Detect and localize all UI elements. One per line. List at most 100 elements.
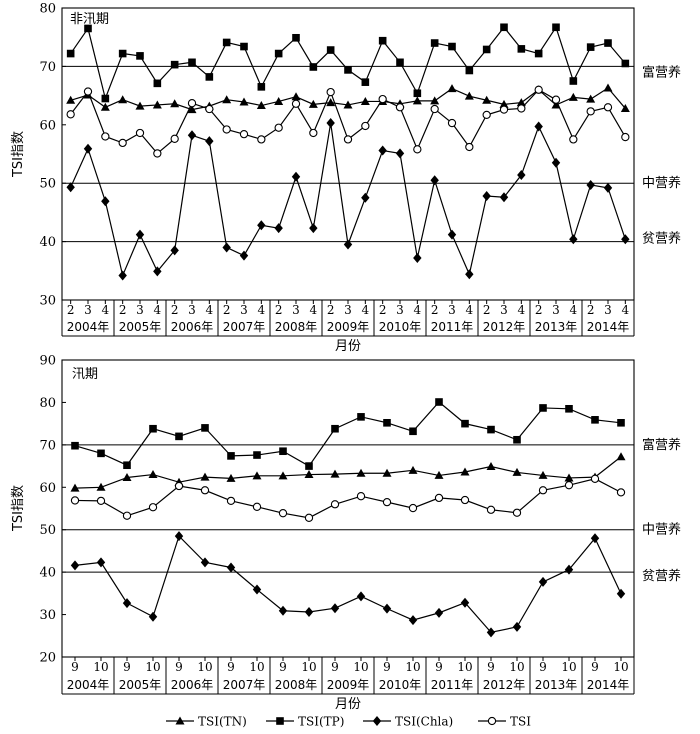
data-point [326, 87, 335, 97]
y-tick-label: 20 [39, 651, 56, 666]
data-point [378, 94, 387, 104]
data-point [291, 92, 301, 101]
data-point [326, 46, 335, 54]
year-label: 2005年 [119, 678, 162, 692]
month-label: 4 [622, 303, 630, 317]
data-point [465, 269, 474, 280]
data-point [516, 98, 526, 107]
data-point [430, 96, 440, 105]
data-point [413, 252, 422, 263]
series-line [70, 89, 626, 155]
month-label: 2 [327, 303, 335, 317]
data-point [551, 100, 561, 109]
data-point [291, 171, 301, 182]
month-label: 2 [431, 303, 439, 317]
data-point [70, 483, 80, 492]
data-point [101, 132, 110, 141]
data-point [564, 564, 574, 575]
data-point [413, 89, 422, 98]
data-point [279, 447, 287, 456]
data-point [356, 492, 366, 501]
month-label: 3 [136, 303, 144, 317]
legend-marker [372, 716, 382, 726]
chart-title: 汛期 [72, 367, 98, 382]
data-point [434, 607, 444, 618]
data-point [304, 607, 314, 618]
data-point [200, 472, 210, 481]
month-label: 9 [435, 660, 443, 674]
year-label: 2012年 [483, 678, 526, 692]
month-label: 3 [240, 303, 248, 317]
data-point [170, 60, 179, 69]
data-point [205, 104, 214, 114]
reference-label: 富营养 [642, 64, 681, 80]
data-point [309, 128, 318, 138]
month-label: 10 [197, 660, 212, 674]
data-point [447, 118, 457, 128]
data-point [395, 148, 405, 159]
data-point [135, 128, 145, 138]
month-label: 3 [552, 303, 560, 317]
data-point [187, 99, 197, 108]
data-point [482, 45, 491, 54]
data-point [83, 143, 93, 154]
month-label: 9 [123, 660, 131, 674]
y-tick-label: 70 [39, 60, 56, 75]
month-label: 4 [466, 303, 474, 317]
data-point [326, 118, 335, 129]
data-point [97, 449, 105, 458]
year-label: 2014年 [587, 678, 630, 692]
month-label: 2 [535, 303, 543, 317]
data-point [170, 134, 179, 143]
data-point [569, 135, 578, 144]
legend: TSI(TN) TSI(TP) TSI(Chla) TSI [166, 715, 531, 729]
data-point [222, 38, 231, 47]
data-point [309, 63, 318, 71]
month-label: 3 [500, 303, 508, 317]
month-label: 9 [175, 660, 183, 674]
data-point [122, 598, 132, 609]
y-tick-label: 80 [39, 396, 56, 411]
data-point [148, 503, 158, 512]
series-4 [66, 85, 630, 158]
data-point [96, 482, 106, 491]
data-point [274, 123, 283, 132]
data-point [148, 611, 158, 622]
month-label: 4 [414, 303, 422, 317]
data-point [621, 234, 630, 245]
data-point [551, 95, 561, 104]
data-point [101, 196, 110, 207]
data-point [70, 560, 80, 571]
data-point [257, 220, 266, 231]
data-point [565, 404, 573, 413]
data-point [569, 77, 578, 85]
data-point [274, 96, 284, 105]
legend-marker [276, 717, 284, 725]
year-label: 2010年 [379, 678, 422, 692]
data-point [499, 105, 509, 114]
year-label: 2007年 [223, 320, 266, 334]
year-label: 2006年 [171, 320, 214, 334]
data-point [222, 95, 232, 104]
data-point [538, 486, 548, 495]
data-point [170, 245, 179, 256]
data-point [395, 103, 405, 112]
series-1 [70, 452, 626, 492]
data-point [174, 481, 184, 491]
month-label: 4 [570, 303, 578, 317]
data-point [252, 584, 262, 595]
year-label: 2010年 [379, 320, 422, 334]
data-point [460, 495, 470, 505]
plot-frame [61, 7, 635, 301]
data-point [621, 59, 630, 68]
data-point [252, 471, 262, 480]
data-point [118, 95, 128, 104]
data-point [430, 104, 439, 114]
month-label: 9 [487, 660, 495, 674]
month-label: 10 [353, 660, 368, 674]
year-label: 2004年 [67, 678, 110, 692]
data-point [187, 130, 197, 141]
data-point [512, 467, 522, 476]
y-tick-label: 50 [39, 177, 56, 192]
